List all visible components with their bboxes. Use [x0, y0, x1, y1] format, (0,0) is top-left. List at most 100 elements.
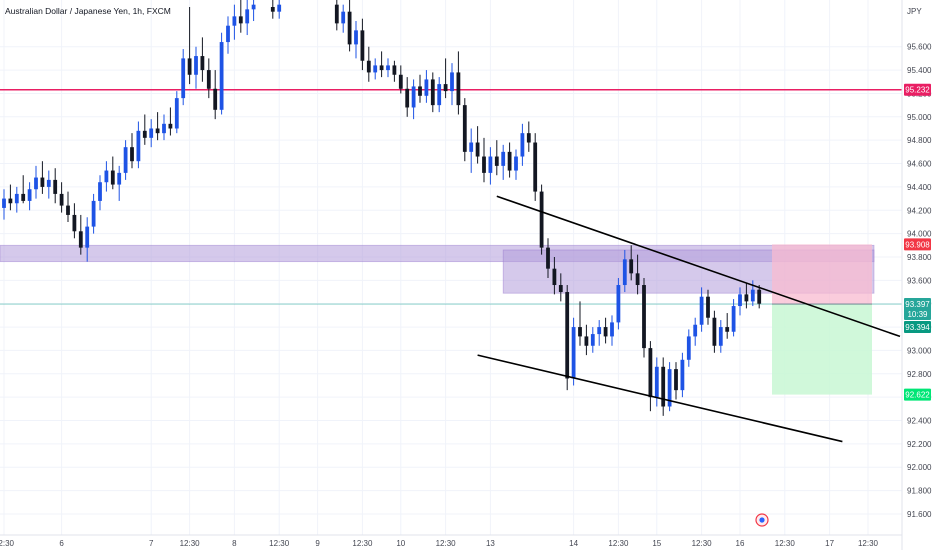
- candle[interactable]: [443, 58, 448, 99]
- candle[interactable]: [526, 121, 531, 152]
- candle[interactable]: [14, 186, 19, 213]
- candle[interactable]: [661, 357, 666, 416]
- candle[interactable]: [718, 320, 723, 353]
- candle[interactable]: [552, 256, 557, 295]
- candle[interactable]: [558, 273, 563, 302]
- candle[interactable]: [546, 238, 550, 279]
- candle[interactable]: [686, 329, 691, 367]
- candle[interactable]: [8, 184, 13, 211]
- candle[interactable]: [712, 310, 717, 353]
- candle[interactable]: [206, 58, 211, 99]
- candle[interactable]: [622, 249, 627, 293]
- candle[interactable]: [174, 91, 179, 134]
- candle[interactable]: [155, 112, 160, 141]
- candle[interactable]: [341, 4, 346, 33]
- candle[interactable]: [520, 123, 525, 166]
- take-profit-zone[interactable]: [772, 304, 872, 395]
- candle[interactable]: [635, 254, 640, 295]
- candles[interactable]: [2, 0, 762, 416]
- candle[interactable]: [610, 315, 614, 346]
- candle[interactable]: [200, 37, 205, 82]
- candle[interactable]: [418, 74, 422, 103]
- candle[interactable]: [46, 170, 51, 199]
- candle[interactable]: [571, 317, 576, 386]
- candle[interactable]: [629, 245, 634, 281]
- trendlines[interactable]: [477, 195, 901, 443]
- candle[interactable]: [123, 140, 128, 180]
- candle[interactable]: [277, 0, 282, 19]
- candle[interactable]: [72, 203, 77, 239]
- candle[interactable]: [398, 65, 403, 94]
- candle[interactable]: [386, 58, 390, 78]
- candle[interactable]: [603, 317, 608, 344]
- candle[interactable]: [405, 77, 410, 117]
- candle[interactable]: [354, 21, 358, 59]
- candle[interactable]: [226, 16, 230, 54]
- candle[interactable]: [597, 320, 602, 346]
- candle[interactable]: [187, 7, 192, 85]
- candle[interactable]: [136, 121, 141, 169]
- candle[interactable]: [731, 299, 736, 337]
- position-tool[interactable]: [772, 244, 872, 395]
- candle[interactable]: [34, 165, 38, 199]
- candle[interactable]: [475, 126, 480, 164]
- candle[interactable]: [2, 189, 6, 220]
- stop-loss-zone[interactable]: [772, 244, 872, 305]
- candle[interactable]: [251, 0, 256, 22]
- candle[interactable]: [424, 70, 429, 103]
- candle[interactable]: [27, 182, 32, 211]
- replay-icon[interactable]: [755, 513, 769, 527]
- candle[interactable]: [514, 149, 518, 180]
- candle[interactable]: [59, 182, 64, 213]
- candle[interactable]: [21, 175, 26, 204]
- candle[interactable]: [98, 175, 102, 211]
- candle[interactable]: [91, 193, 96, 234]
- candle[interactable]: [334, 0, 339, 31]
- candle[interactable]: [648, 341, 653, 412]
- candle[interactable]: [411, 79, 416, 120]
- candle[interactable]: [373, 58, 378, 80]
- candle[interactable]: [462, 98, 467, 162]
- candle[interactable]: [578, 301, 582, 346]
- candle[interactable]: [194, 46, 198, 89]
- candle[interactable]: [584, 324, 589, 356]
- y-axis[interactable]: 95.60095.40095.20095.00094.80094.60094.4…: [901, 0, 932, 550]
- candle[interactable]: [667, 362, 672, 412]
- candle[interactable]: [507, 142, 512, 178]
- upper-trendline[interactable]: [496, 195, 901, 338]
- candle[interactable]: [565, 285, 570, 391]
- candle[interactable]: [450, 63, 454, 106]
- candle[interactable]: [130, 133, 134, 169]
- candle[interactable]: [482, 137, 486, 183]
- candle[interactable]: [469, 128, 474, 173]
- candle[interactable]: [66, 191, 70, 222]
- candle[interactable]: [680, 352, 685, 398]
- candle[interactable]: [213, 70, 218, 120]
- candle[interactable]: [245, 0, 250, 36]
- candle[interactable]: [142, 114, 147, 145]
- candle[interactable]: [360, 18, 365, 71]
- candle[interactable]: [437, 77, 442, 113]
- candle[interactable]: [738, 287, 742, 316]
- candle[interactable]: [232, 4, 237, 40]
- candle[interactable]: [162, 114, 166, 141]
- candle[interactable]: [366, 46, 371, 82]
- candle[interactable]: [539, 184, 544, 255]
- candle[interactable]: [456, 51, 461, 115]
- candle[interactable]: [379, 51, 384, 78]
- candle[interactable]: [488, 147, 493, 185]
- candle[interactable]: [616, 278, 621, 330]
- candle[interactable]: [149, 119, 154, 148]
- candle[interactable]: [392, 60, 397, 82]
- lower-trendline[interactable]: [477, 354, 843, 443]
- candle[interactable]: [181, 49, 186, 106]
- candle[interactable]: [725, 313, 730, 339]
- candle[interactable]: [117, 165, 122, 201]
- candle[interactable]: [706, 289, 710, 325]
- candle[interactable]: [347, 0, 352, 52]
- candle[interactable]: [699, 287, 704, 332]
- candle[interactable]: [104, 161, 109, 192]
- candle[interactable]: [85, 217, 90, 262]
- candle[interactable]: [40, 161, 45, 194]
- candle[interactable]: [53, 168, 58, 204]
